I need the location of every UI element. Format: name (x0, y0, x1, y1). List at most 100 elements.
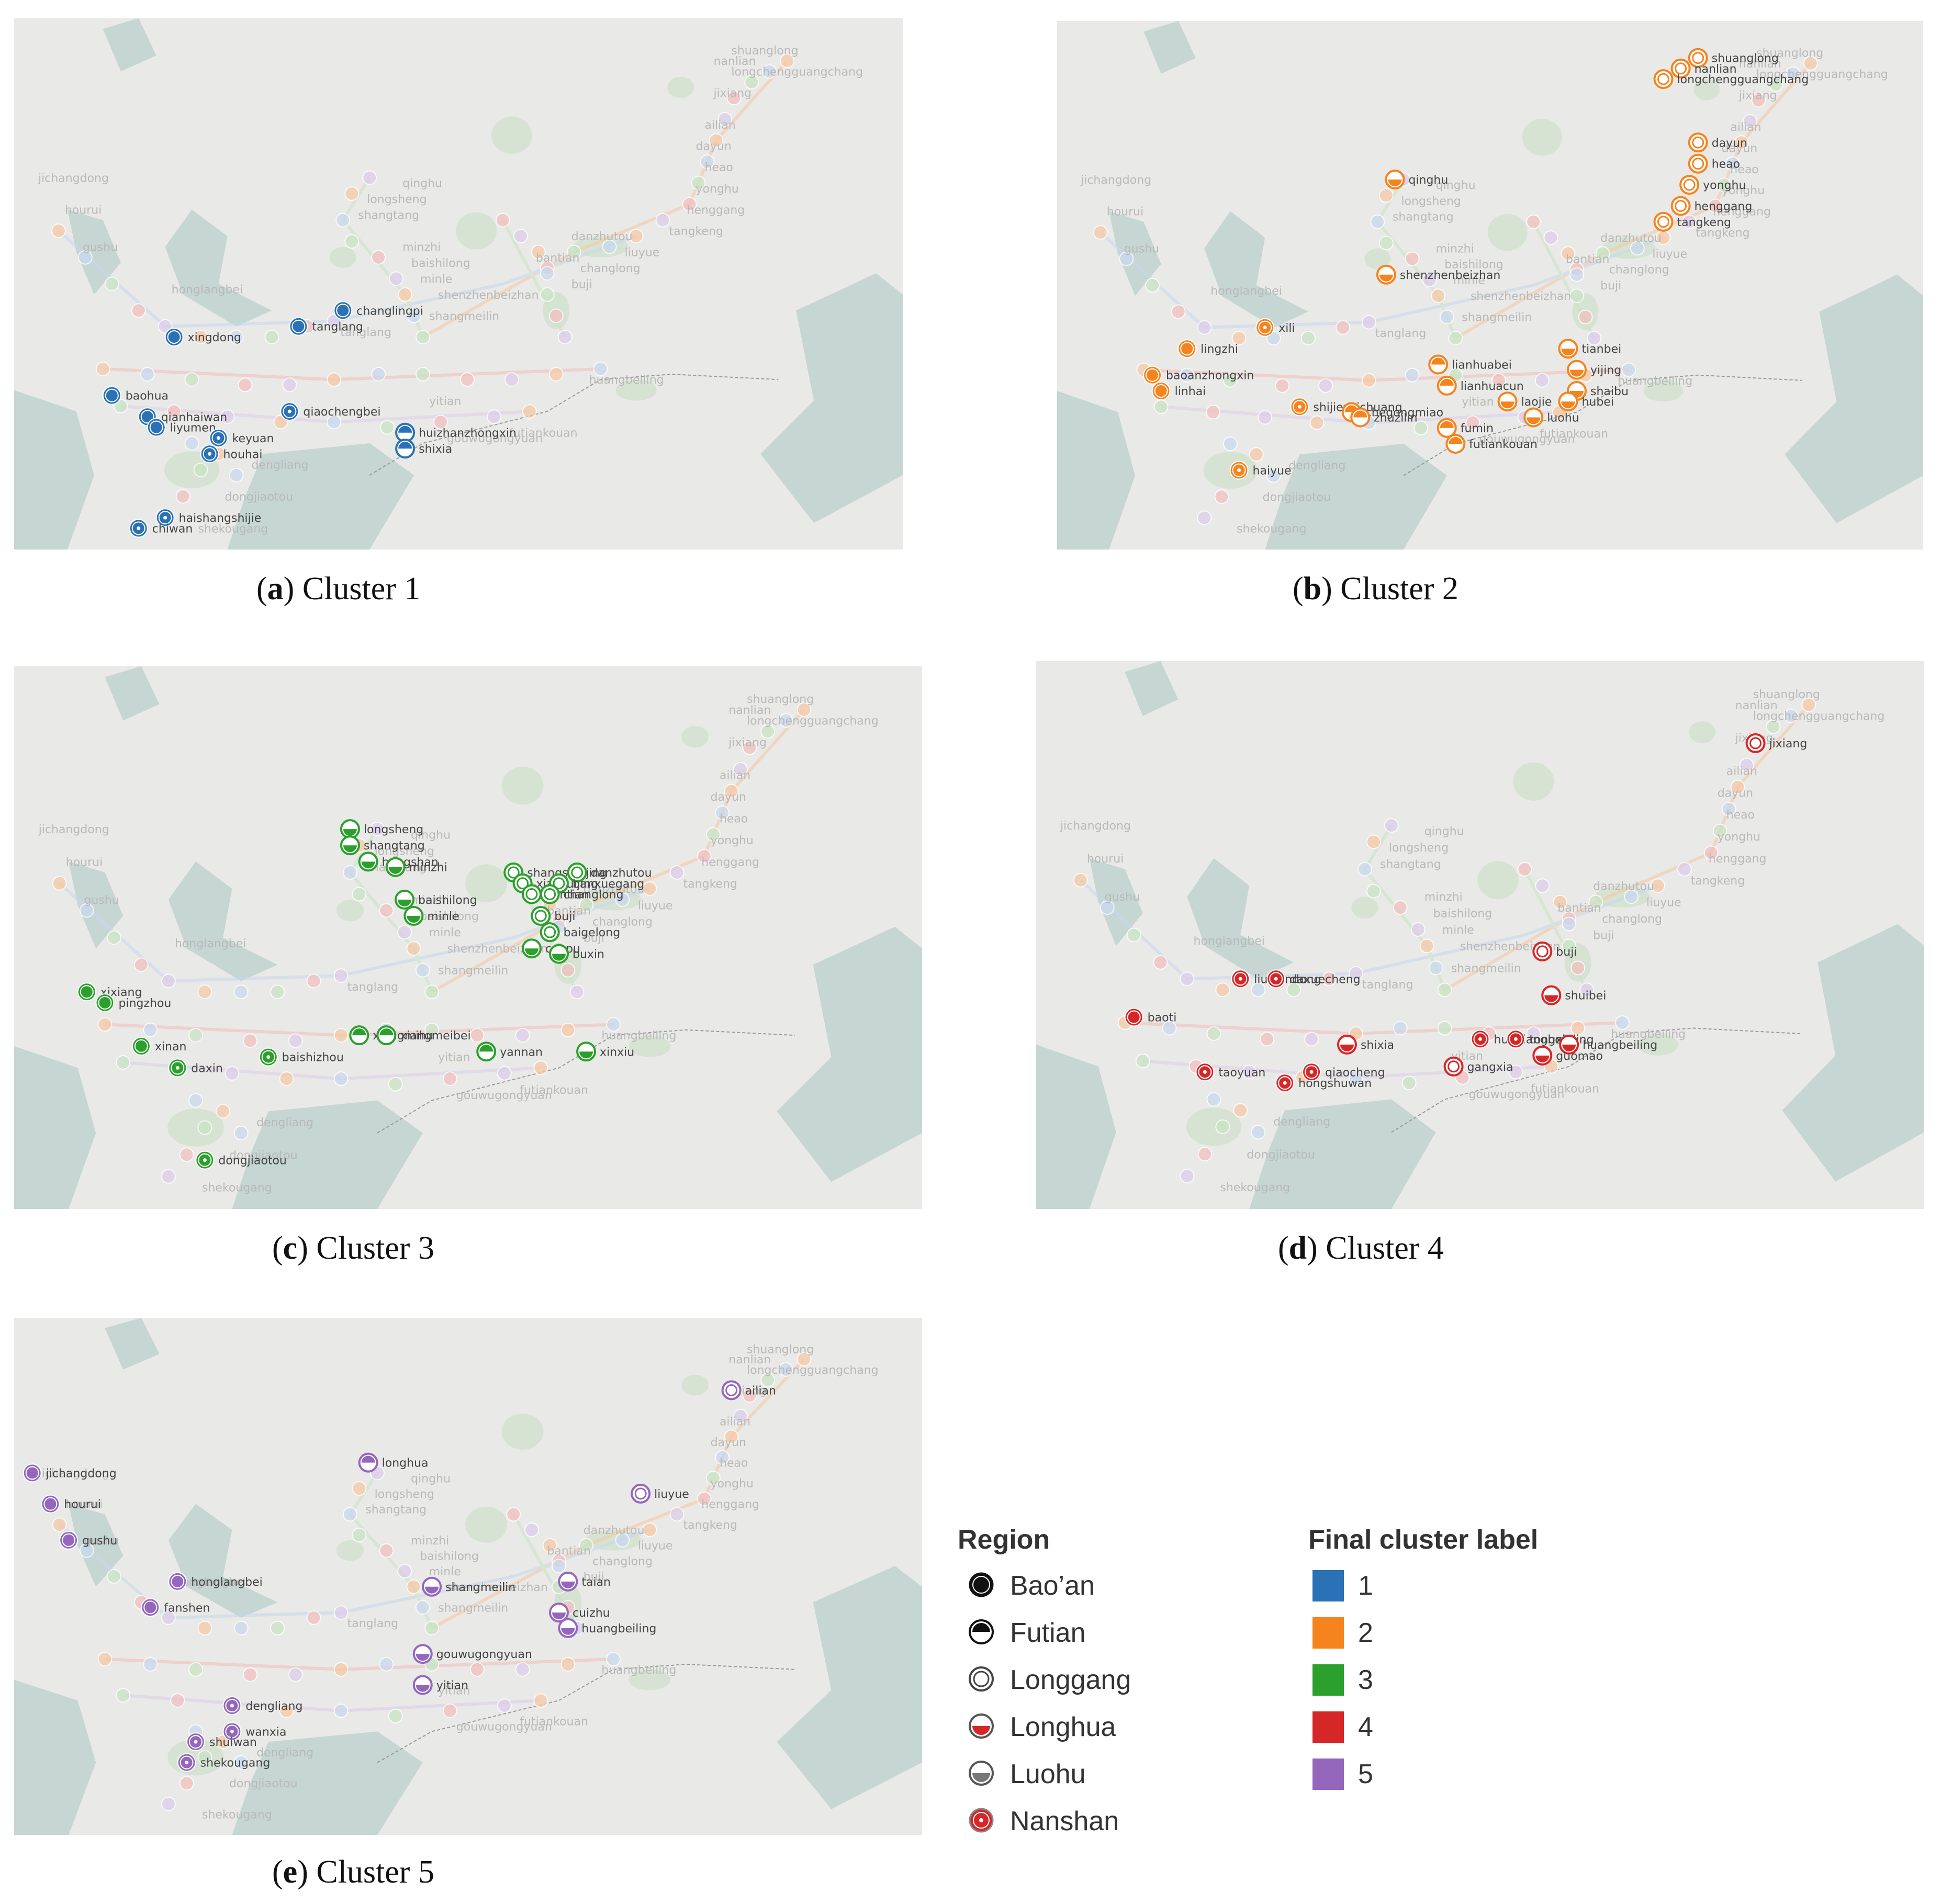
station-marker-nanlian[interactable] (1670, 58, 1691, 79)
station-marker-henggang[interactable] (1670, 196, 1691, 216)
station-marker-shekougang[interactable] (177, 1753, 196, 1772)
station-marker-baoti[interactable] (1124, 1007, 1143, 1027)
station-marker-minle[interactable] (403, 906, 424, 926)
station-marker-buxin[interactable] (549, 944, 569, 964)
station-marker-lianhuacun[interactable] (1437, 375, 1457, 396)
station-marker-yitian[interactable] (412, 1675, 433, 1695)
station-label: taian (581, 1576, 611, 1589)
station-marker-keyuan[interactable] (209, 428, 228, 447)
station-marker-longhua[interactable] (358, 1452, 378, 1473)
station-marker-lianhuabei[interactable] (1428, 354, 1449, 375)
station-marker-tongxinling[interactable] (1506, 1029, 1525, 1049)
station-marker-shijiezhichuang[interactable] (1290, 397, 1309, 417)
station-marker-futiankouan[interactable] (1445, 434, 1466, 454)
station-marker-heao[interactable] (1688, 153, 1708, 174)
station-marker-hourui[interactable] (41, 1494, 60, 1514)
station-marker-hongshan[interactable] (358, 852, 378, 872)
station-marker-longsheng[interactable] (340, 819, 360, 839)
station-marker-haishangshijie[interactable] (155, 508, 175, 528)
station-marker-buji[interactable] (1532, 941, 1553, 961)
station-marker-baigelong[interactable] (540, 922, 560, 943)
station-marker-shangmeilin[interactable] (422, 1576, 442, 1597)
station-marker-tanglang[interactable] (289, 317, 308, 336)
station-marker-xiangmeibei[interactable] (376, 1025, 397, 1046)
background-station (691, 175, 706, 191)
station-marker-minzhi[interactable] (385, 857, 406, 877)
station-marker-hubei[interactable] (1558, 391, 1578, 412)
station-marker-wanxia[interactable] (222, 1722, 242, 1741)
station-marker-qinghu[interactable] (1385, 170, 1405, 189)
station-marker-yonghu[interactable] (1679, 175, 1700, 195)
station-marker-baishizhou[interactable] (259, 1047, 278, 1067)
station-marker-xinxiu[interactable] (576, 1041, 597, 1062)
station-marker-baohua[interactable] (102, 386, 121, 405)
station-marker-shuibei[interactable] (1541, 985, 1562, 1005)
station-marker-daxuecheng[interactable] (1266, 969, 1286, 989)
station-marker-yijing[interactable] (1567, 360, 1587, 380)
station-marker-tangkeng[interactable] (1653, 211, 1674, 232)
station-marker-shangtang[interactable] (340, 835, 360, 856)
station-marker-lingzhi[interactable] (1177, 339, 1197, 359)
station-marker-yannan[interactable] (476, 1041, 497, 1062)
station-marker-buji[interactable] (531, 906, 551, 926)
station-marker-shenzhenbeizhan[interactable] (1376, 264, 1396, 285)
station-marker-fanshen[interactable] (141, 1598, 160, 1617)
station-marker-baoanzhongxin[interactable] (1143, 365, 1162, 385)
station-marker-linhai[interactable] (1151, 382, 1171, 400)
station-marker-changlong[interactable] (540, 884, 560, 904)
station-marker-liuxiandong[interactable] (1231, 969, 1250, 989)
station-marker-guomao[interactable] (1532, 1045, 1553, 1066)
station-marker-luohu[interactable] (1523, 407, 1544, 428)
station-marker-zhuzilin[interactable] (1350, 407, 1371, 428)
station-marker-ailian[interactable] (721, 1380, 742, 1401)
station-marker-shixia[interactable] (1337, 1034, 1357, 1055)
station-marker-liuyue[interactable] (631, 1483, 651, 1504)
station-marker-caopu[interactable] (521, 938, 542, 959)
station-marker-jichangdong[interactable] (23, 1463, 42, 1483)
station-marker-fumin[interactable] (1437, 418, 1457, 438)
station-marker-daxin[interactable] (168, 1058, 187, 1078)
station-marker-huizhanzhongxin[interactable] (395, 422, 416, 443)
station-marker-pingzhou[interactable] (95, 993, 115, 1012)
station-marker-gangxia[interactable] (1443, 1056, 1464, 1077)
station-marker-chiwan[interactable] (129, 519, 148, 538)
station-marker-xixiang[interactable] (77, 982, 96, 1002)
station-marker-bantian[interactable] (521, 884, 542, 904)
background-station (161, 1796, 176, 1811)
station-marker-dongjiaotou[interactable] (195, 1150, 215, 1170)
station-marker-haiyue[interactable] (1229, 461, 1249, 480)
station-marker-liyumen[interactable] (147, 418, 166, 437)
station-marker-taoyuan[interactable] (1195, 1062, 1215, 1082)
station-marker-danzhutou[interactable] (567, 863, 587, 883)
station-marker-taian[interactable] (558, 1571, 578, 1592)
station-marker-huangbeiling[interactable] (558, 1618, 578, 1638)
border-line (1403, 374, 1802, 476)
station-marker-shuanglong[interactable] (1688, 48, 1708, 68)
station-marker-xingdong[interactable] (164, 328, 184, 346)
station-marker-qiaochengbei[interactable] (280, 402, 299, 421)
station-marker-laojie[interactable] (1497, 391, 1518, 412)
background-station (1543, 230, 1558, 245)
station-marker-longchengguangchang[interactable] (1653, 69, 1674, 89)
station-marker-gouwugongyuan[interactable] (412, 1644, 433, 1664)
station-marker-huangbeiling[interactable] (1559, 1034, 1579, 1055)
station-marker-shixia[interactable] (395, 439, 416, 459)
station-marker-xinan[interactable] (131, 1036, 151, 1056)
station-marker-xili[interactable] (1255, 318, 1275, 337)
station-marker-gushu[interactable] (59, 1530, 78, 1550)
station-marker-honglangbei[interactable] (168, 1572, 187, 1591)
station-marker-houhai[interactable] (200, 444, 219, 464)
station-marker-dengliang[interactable] (222, 1696, 242, 1715)
station-marker-hongshuwan[interactable] (1275, 1073, 1295, 1093)
station-marker-changlingpi[interactable] (333, 301, 353, 320)
station-marker-tianbei[interactable] (1558, 339, 1578, 359)
background-station (1251, 1125, 1266, 1140)
station-marker-shuiwan[interactable] (186, 1732, 205, 1752)
station-marker-qiaocheng[interactable] (1302, 1062, 1321, 1082)
station-marker-huaqiangbei[interactable] (1471, 1029, 1490, 1049)
station-marker-dayun[interactable] (1688, 132, 1708, 153)
station-marker-cuizhu[interactable] (549, 1603, 569, 1623)
station-marker-jixiang[interactable] (1745, 733, 1766, 754)
station-marker-xiangmihu[interactable] (349, 1025, 369, 1046)
station-marker-baishilong[interactable] (395, 889, 415, 910)
